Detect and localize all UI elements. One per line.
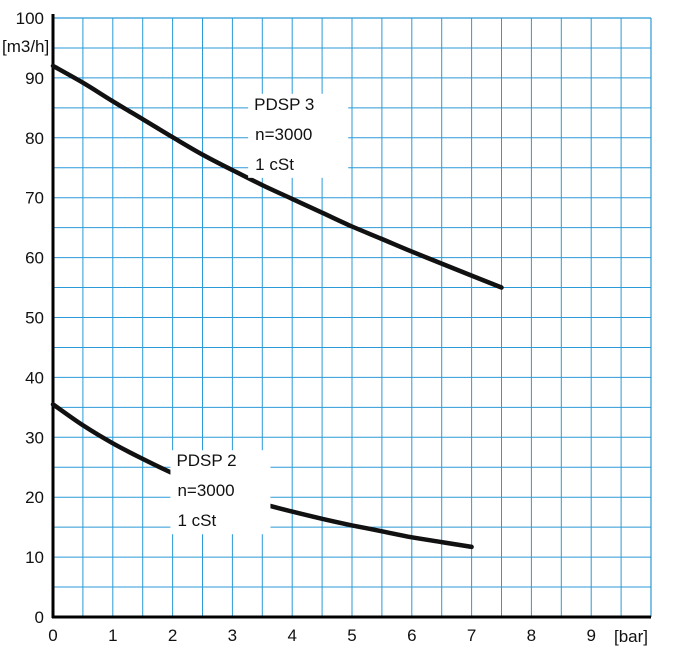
x-tick-label: 0 [48, 626, 57, 645]
y-tick-label: 80 [25, 129, 44, 148]
series-line-1 [50, 63, 504, 290]
series-annotations: PDSP 3 n=3000 1 cSt PDSP 2 n=3000 1 cSt [170, 93, 349, 535]
y-tick-label: 100 [16, 9, 44, 28]
annotation-background [170, 450, 271, 535]
y-tick-label: 60 [25, 249, 44, 268]
series-annotation-1: PDSP 3 n=3000 1 cSt [248, 93, 349, 178]
annotation-line: 1 cSt [255, 155, 294, 174]
y-tick-label: 20 [25, 488, 44, 507]
x-tick-label: 3 [228, 626, 237, 645]
y-tick-label: 10 [25, 548, 44, 567]
y-tick-labels: 0 10 20 30 40 50 60 70 80 90 100 [16, 9, 44, 627]
y-tick-label: 0 [35, 608, 44, 627]
annotation-line: PDSP 3 [254, 95, 314, 114]
series-annotation-2: PDSP 2 n=3000 1 cSt [170, 450, 271, 535]
x-tick-labels: 0 1 2 3 4 5 6 7 8 9 [48, 626, 596, 645]
y-tick-label: 90 [25, 69, 44, 88]
annotation-line: n=3000 [177, 481, 234, 500]
y-tick-label: 30 [25, 428, 44, 447]
x-tick-label: 5 [347, 626, 356, 645]
annotation-line: PDSP 2 [176, 451, 236, 470]
x-tick-label: 1 [108, 626, 117, 645]
y-axis-unit: [m3/h] [2, 37, 49, 56]
annotation-line: 1 cSt [177, 511, 216, 530]
x-tick-label: 8 [527, 626, 536, 645]
x-tick-label: 4 [287, 626, 296, 645]
annotation-line: n=3000 [255, 125, 312, 144]
x-tick-label: 6 [407, 626, 416, 645]
x-tick-label: 7 [467, 626, 476, 645]
annotation-background [248, 93, 349, 178]
y-tick-label: 70 [25, 189, 44, 208]
plot-frame [51, 14, 652, 619]
x-tick-label: 9 [586, 626, 595, 645]
y-tick-label: 50 [25, 309, 44, 328]
y-tick-label: 40 [25, 368, 44, 387]
x-axis-unit: [bar] [614, 627, 648, 646]
x-tick-label: 2 [168, 626, 177, 645]
